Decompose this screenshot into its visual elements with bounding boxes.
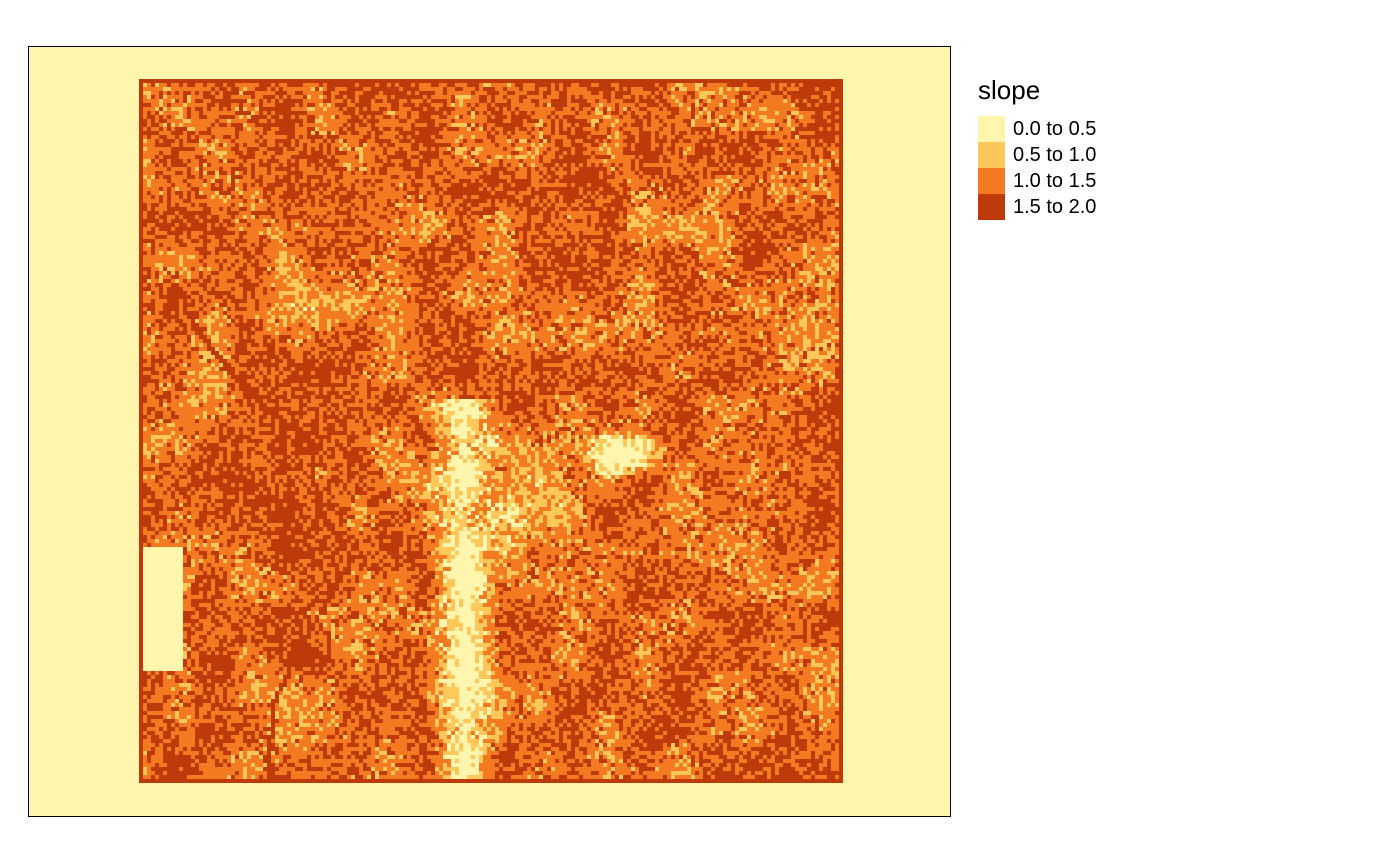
legend-swatch	[978, 142, 1005, 168]
legend-item: 1.5 to 2.0	[978, 194, 1096, 220]
slope-raster	[139, 79, 843, 783]
legend-label: 1.0 to 1.5	[1013, 169, 1097, 192]
legend-item: 1.0 to 1.5	[978, 168, 1096, 194]
legend-label: 1.5 to 2.0	[1013, 195, 1097, 218]
legend-item: 0.0 to 0.5	[978, 116, 1096, 142]
legend-swatch	[978, 194, 1005, 220]
legend-label: 0.0 to 0.5	[1013, 117, 1097, 140]
legend: slope 0.0 to 0.5 0.5 to 1.0 1.0 to 1.5 1…	[978, 74, 1096, 220]
legend-swatch	[978, 168, 1005, 194]
map-frame	[28, 46, 951, 817]
legend-swatch	[978, 116, 1005, 142]
legend-label: 0.5 to 1.0	[1013, 143, 1097, 166]
legend-title: slope	[978, 75, 1041, 105]
legend-item: 0.5 to 1.0	[978, 142, 1096, 168]
